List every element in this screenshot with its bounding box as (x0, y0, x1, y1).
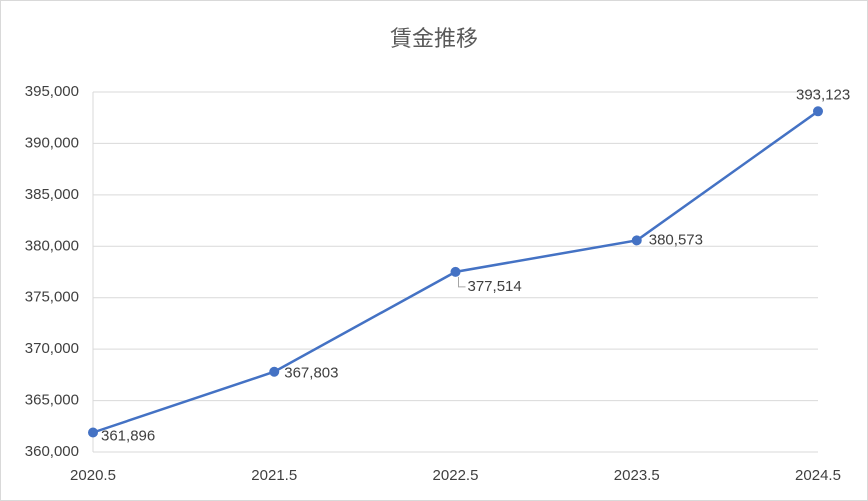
data-point (269, 366, 280, 377)
data-label: 377,514 (468, 278, 522, 295)
data-point (450, 266, 461, 277)
y-tick-label: 370,000 (25, 340, 79, 357)
data-label: 361,896 (101, 427, 155, 444)
y-tick-label: 385,000 (25, 186, 79, 203)
x-tick-label: 2020.5 (70, 467, 116, 484)
data-point (631, 235, 642, 246)
y-tick-label: 375,000 (25, 289, 79, 306)
x-tick-label: 2024.5 (795, 467, 841, 484)
chart-title: 賃金推移 (390, 26, 478, 51)
data-label: 393,123 (796, 86, 850, 103)
y-tick-label: 395,000 (25, 83, 79, 100)
y-tick-label: 390,000 (25, 134, 79, 151)
x-tick-label: 2021.5 (251, 467, 297, 484)
x-tick-label: 2023.5 (614, 467, 660, 484)
data-point (813, 106, 823, 117)
y-tick-label: 380,000 (25, 237, 79, 254)
y-tick-label: 360,000 (25, 443, 79, 460)
data-point (88, 427, 98, 438)
data-label: 367,803 (284, 365, 338, 382)
data-label: 380,573 (649, 231, 703, 248)
y-tick-label: 365,000 (25, 392, 79, 409)
leader-line (458, 276, 466, 288)
x-tick-label: 2022.5 (433, 467, 479, 484)
